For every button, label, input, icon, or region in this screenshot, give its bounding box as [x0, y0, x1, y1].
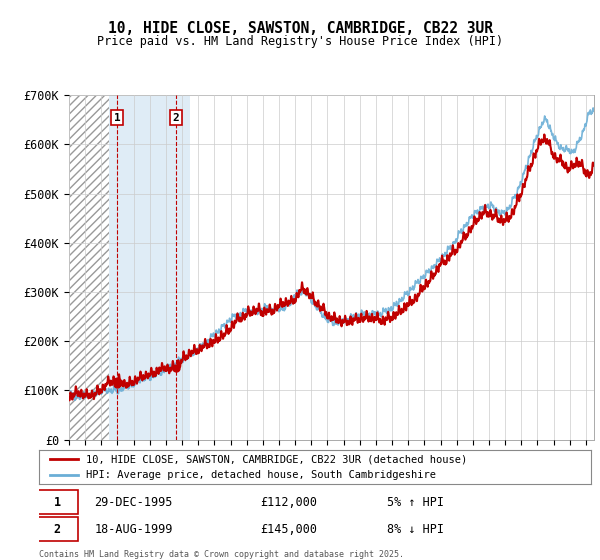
Text: £112,000: £112,000 [260, 496, 317, 508]
Text: 1: 1 [53, 496, 61, 508]
Text: 1: 1 [114, 113, 121, 123]
Text: Contains HM Land Registry data © Crown copyright and database right 2025.
This d: Contains HM Land Registry data © Crown c… [39, 550, 404, 560]
Text: 2: 2 [53, 523, 61, 536]
Text: 8% ↓ HPI: 8% ↓ HPI [387, 523, 444, 536]
Text: 10, HIDE CLOSE, SAWSTON, CAMBRIDGE, CB22 3UR: 10, HIDE CLOSE, SAWSTON, CAMBRIDGE, CB22… [107, 21, 493, 36]
FancyBboxPatch shape [36, 490, 77, 514]
Text: 5% ↑ HPI: 5% ↑ HPI [387, 496, 444, 508]
Text: £145,000: £145,000 [260, 523, 317, 536]
FancyBboxPatch shape [36, 517, 77, 542]
Bar [109, 95, 190, 440]
Text: Price paid vs. HM Land Registry's House Price Index (HPI): Price paid vs. HM Land Registry's House … [97, 35, 503, 48]
Text: HPI: Average price, detached house, South Cambridgeshire: HPI: Average price, detached house, Sout… [86, 470, 436, 480]
Text: 29-DEC-1995: 29-DEC-1995 [94, 496, 173, 508]
Text: 10, HIDE CLOSE, SAWSTON, CAMBRIDGE, CB22 3UR (detached house): 10, HIDE CLOSE, SAWSTON, CAMBRIDGE, CB22… [86, 454, 467, 464]
Text: 18-AUG-1999: 18-AUG-1999 [94, 523, 173, 536]
Bar [69, 95, 109, 440]
Text: 2: 2 [173, 113, 179, 123]
